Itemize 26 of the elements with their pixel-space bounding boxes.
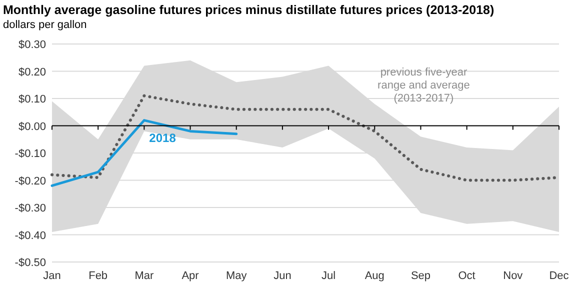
x-tick-label: Jul (322, 270, 336, 282)
series-label: 2018 (149, 131, 176, 146)
x-tick-label: Feb (88, 270, 108, 282)
y-tick-label: $0.20 (18, 66, 46, 78)
x-tick-label: Mar (134, 270, 154, 282)
y-tick-label: -$0.20 (14, 175, 46, 188)
y-tick-label: $0.00 (18, 120, 46, 133)
y-tick-label: -$0.40 (14, 230, 46, 242)
x-tick-label: Sep (410, 270, 431, 282)
x-tick-label: Jan (43, 270, 61, 282)
x-tick-label: Aug (364, 270, 384, 282)
chart-title: Monthly average gasoline futures prices minus distillate futures prices (2013-2018) (3, 3, 494, 17)
x-tick-label: Jun (274, 270, 292, 282)
y-tick-label: $0.30 (18, 39, 46, 51)
y-tick-label: -$0.10 (14, 148, 46, 160)
x-tick-label: Dec (549, 270, 570, 282)
line-series (50, 119, 238, 187)
text: previous five-year range and average (2013-2017) (378, 66, 470, 104)
x-tick-label: May (226, 270, 248, 282)
chart-subtitle: dollars per gallon (3, 19, 87, 31)
y-tick-label: -$0.50 (14, 257, 46, 269)
x-tick-label: Apr (182, 270, 200, 282)
y-tick-label: -$0.30 (14, 202, 46, 214)
y-tick-label: $0.10 (18, 94, 46, 106)
x-tick-label: Oct (458, 270, 476, 282)
x-tick-label: Nov (503, 270, 524, 282)
